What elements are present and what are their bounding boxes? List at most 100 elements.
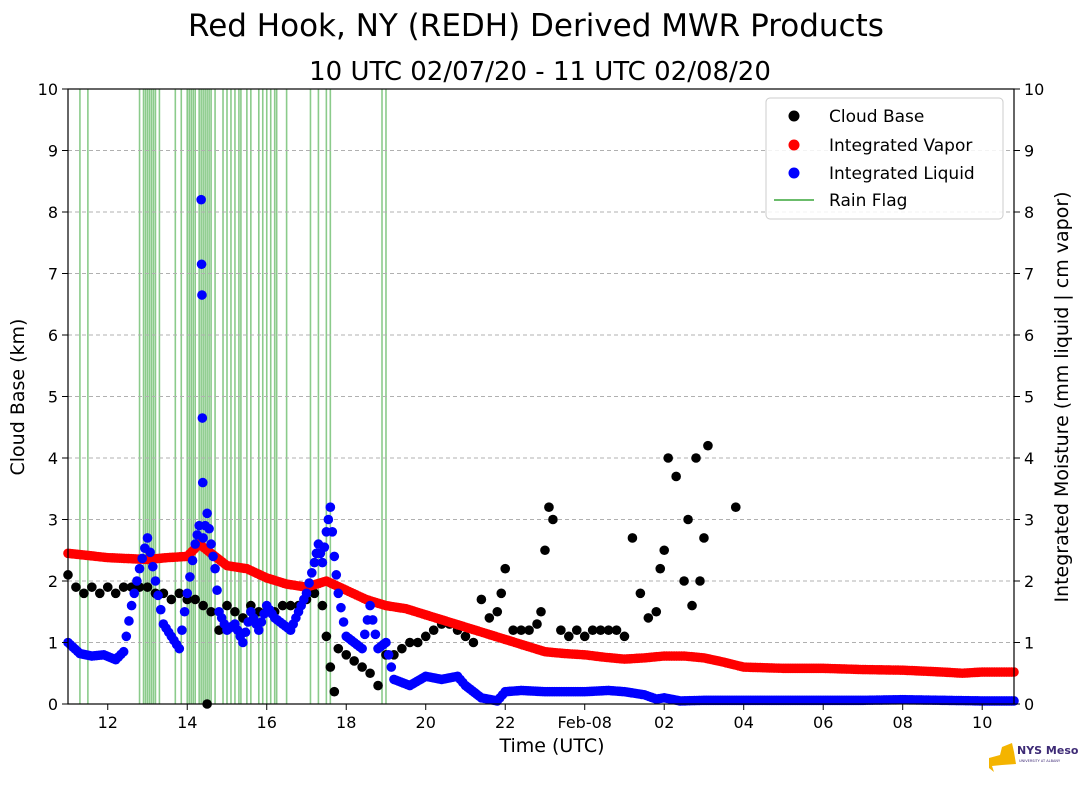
data-point-cloud-base (285, 600, 296, 611)
data-point-cloud-base (476, 594, 487, 605)
data-point-cloud-base (619, 631, 630, 642)
data-point-integrated-liquid (333, 588, 344, 599)
data-point-integrated-liquid (301, 588, 312, 599)
data-point-integrated-liquid (204, 523, 214, 534)
y-tick-label-left: 7 (48, 265, 58, 284)
data-point-cloud-base (611, 625, 622, 635)
data-point-integrated-liquid (309, 557, 320, 568)
logo-subtext: UNIVERSITY AT ALBANY (1019, 759, 1061, 763)
data-point-integrated-liquid (367, 615, 378, 625)
data-point-cloud-base (635, 588, 646, 599)
series-integrated-vapor (63, 539, 1019, 679)
data-point-integrated-liquid (196, 259, 207, 270)
data-point-cloud-base (468, 637, 479, 648)
series-layer (63, 194, 1019, 709)
y-tick-label-left: 9 (48, 142, 58, 161)
y-tick-label-right: 2 (1024, 572, 1034, 591)
data-point-cloud-base (500, 563, 511, 574)
axis-ticks: 12 14 16 18 20 22 Feb-08 02 04 06 08 100 01 12 23 34 45 5… (38, 80, 1045, 732)
data-point-cloud-base (603, 625, 614, 635)
data-point-integrated-liquid (208, 551, 218, 562)
series-cloud-base (63, 440, 741, 709)
y-tick-label-right: 9 (1024, 142, 1034, 161)
data-point-integrated-liquid (238, 637, 248, 648)
data-point-integrated-liquid (155, 604, 166, 615)
y-tick-label-right: 1 (1024, 634, 1034, 653)
data-point-integrated-liquid (179, 606, 190, 617)
data-point-cloud-base (142, 582, 153, 592)
data-point-integrated-liquid (150, 576, 161, 586)
y-tick-label-right: 6 (1024, 326, 1034, 345)
data-point-cloud-base (484, 613, 495, 623)
x-tick-label: 16 (257, 713, 277, 732)
data-point-cloud-base (687, 600, 697, 611)
data-point-cloud-base (659, 545, 670, 556)
data-point-integrated-liquid (327, 527, 338, 537)
x-tick-label: 12 (98, 713, 118, 732)
x-tick-label: 20 (416, 713, 436, 732)
legend-label-cloud-base: Cloud Base (829, 107, 924, 127)
nys-state-shape-icon (989, 743, 1016, 772)
legend-label-integrated-liquid: Integrated Liquid (829, 164, 975, 184)
legend-label-rain-flag: Rain Flag (829, 191, 907, 211)
data-point-cloud-base (516, 625, 526, 635)
data-point-cloud-base (627, 533, 638, 543)
y-tick-label-left: 8 (48, 203, 58, 222)
data-point-cloud-base (683, 514, 693, 525)
data-point-cloud-base (349, 656, 359, 666)
series-integrated-liquid (63, 194, 1019, 706)
data-point-cloud-base (118, 582, 129, 592)
data-point-cloud-base (691, 453, 701, 463)
nys-mesonet-logo: NYS Mesonet UNIVERSITY AT ALBANY (989, 743, 1078, 772)
data-point-cloud-base (587, 625, 598, 635)
x-tick-label: 14 (177, 713, 197, 732)
legend-marker-cloud-base (788, 110, 800, 122)
data-point-integrated-liquid (329, 551, 340, 562)
data-point-cloud-base (699, 533, 709, 543)
data-point-integrated-liquid (253, 625, 264, 635)
legend: Cloud Base Integrated Vapor Integrated L… (765, 97, 1004, 220)
data-point-cloud-base (532, 619, 542, 629)
y-axis-left-label: Cloud Base (km) (7, 319, 29, 476)
data-point-integrated-liquid (118, 646, 129, 657)
y-tick-label-left: 4 (48, 449, 58, 468)
x-tick-label: 10 (972, 713, 992, 732)
data-point-integrated-liquid (323, 514, 334, 525)
data-point-cloud-base (595, 625, 606, 635)
data-point-integrated-liquid (325, 502, 336, 512)
data-point-cloud-base (110, 588, 121, 599)
data-point-integrated-liquid (134, 563, 145, 574)
data-point-integrated-liquid (153, 590, 163, 601)
data-point-cloud-base (492, 606, 503, 617)
data-point-cloud-base (206, 606, 216, 617)
data-point-cloud-base (703, 440, 713, 451)
data-point-cloud-base (222, 600, 232, 611)
data-point-cloud-base (540, 545, 550, 556)
data-point-cloud-base (198, 600, 208, 611)
data-point-cloud-base (679, 576, 689, 586)
data-point-cloud-base (357, 662, 367, 672)
x-tick-label: 18 (336, 713, 356, 732)
data-point-cloud-base (556, 625, 566, 635)
data-point-integrated-liquid (381, 637, 391, 648)
data-point-cloud-base (663, 453, 673, 463)
data-point-integrated-liquid (317, 557, 328, 568)
logo-text: NYS Mesonet (1017, 744, 1078, 757)
data-point-cloud-base (79, 588, 89, 599)
data-point-cloud-base (428, 625, 439, 635)
grid-lines (68, 150, 1014, 643)
data-point-integrated-liquid (306, 568, 317, 578)
data-point-cloud-base (405, 637, 415, 648)
data-point-cloud-base (564, 631, 574, 642)
data-point-integrated-liquid (197, 290, 207, 300)
data-point-cloud-base (508, 625, 518, 635)
y-tick-label-left: 5 (48, 388, 58, 407)
data-point-cloud-base (671, 471, 681, 482)
x-tick-label: Feb-08 (557, 713, 611, 732)
data-point-integrated-liquid (357, 643, 367, 654)
data-point-cloud-base (695, 576, 705, 586)
data-point-integrated-liquid (240, 627, 251, 638)
data-point-integrated-liquid (319, 542, 330, 552)
data-point-cloud-base (420, 631, 431, 642)
data-point-integrated-liquid (142, 533, 153, 543)
